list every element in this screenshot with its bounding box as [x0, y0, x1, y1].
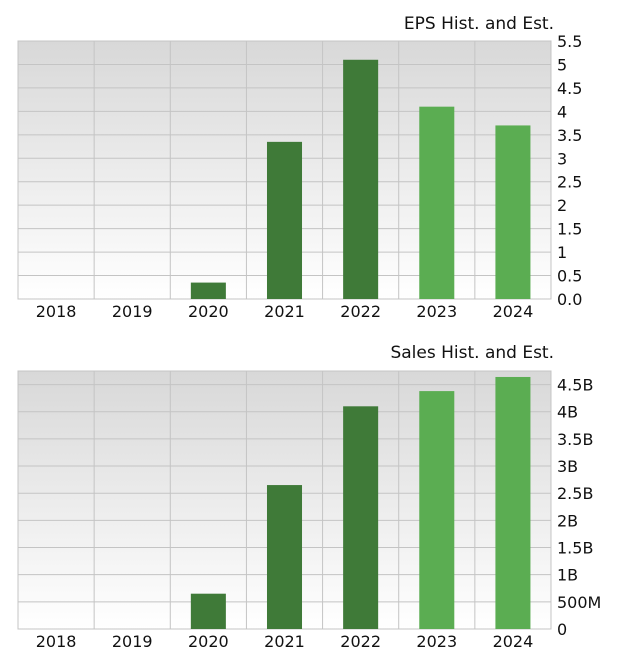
eps-ytick-label: 4 — [557, 102, 567, 121]
eps-ytick-label: 0.5 — [557, 267, 582, 286]
sales-ytick-label: 3.5B — [557, 430, 593, 449]
eps-ytick-label: 1.5 — [557, 220, 582, 239]
sales-ytick-label: 1B — [557, 566, 578, 585]
sales-bar-2021 — [266, 485, 303, 629]
eps-bar-2021 — [266, 141, 303, 299]
sales-bar-2023 — [419, 391, 455, 629]
sales-xtick-label: 2020 — [188, 632, 229, 651]
eps-ytick-label: 4.5 — [557, 79, 582, 98]
sales-xtick-label: 2018 — [36, 632, 77, 651]
eps-chart-title: EPS Hist. and Est. — [403, 14, 554, 34]
eps-xtick-label: 2022 — [340, 302, 381, 321]
eps-ytick-label: 5 — [557, 55, 567, 74]
eps-xtick-label: 2019 — [112, 302, 153, 321]
eps-bar-2022 — [343, 59, 379, 299]
eps-xtick-label: 2021 — [264, 302, 305, 321]
eps-ytick-label: 3 — [557, 149, 567, 168]
sales-ytick-label: 4B — [557, 403, 578, 422]
eps-xtick-label: 2023 — [416, 302, 457, 321]
eps-xtick-label: 2020 — [188, 302, 229, 321]
sales-xtick-label: 2023 — [416, 632, 457, 651]
sales-xtick-label: 2019 — [112, 632, 153, 651]
eps-bar-2024 — [495, 125, 531, 299]
sales-chart-title: Sales Hist. and Est. — [390, 343, 554, 363]
sales-ytick-label: 0 — [557, 620, 567, 639]
sales-ytick-label: 4.5B — [557, 376, 593, 395]
eps-xtick-label: 2024 — [493, 302, 534, 321]
sales-xtick-label: 2021 — [264, 632, 305, 651]
eps-ytick-label: 2 — [557, 196, 567, 215]
eps-ytick-label: 1 — [557, 243, 567, 262]
eps-xtick-label: 2018 — [36, 302, 77, 321]
sales-bar-2024 — [495, 376, 531, 629]
sales-xtick-label: 2022 — [340, 632, 381, 651]
eps-ytick-label: 3.5 — [557, 126, 582, 145]
eps-ytick-label: 2.5 — [557, 173, 582, 192]
sales-xtick-label: 2024 — [493, 632, 534, 651]
eps-bar-2023 — [419, 106, 455, 299]
eps-bar-2020 — [190, 282, 226, 299]
sales-ytick-label: 1.5B — [557, 539, 593, 558]
eps-ytick-label: 5.5 — [557, 32, 582, 51]
sales-ytick-label: 2B — [557, 511, 578, 530]
eps-ytick-label: 0.0 — [557, 290, 582, 309]
sales-ytick-label: 3B — [557, 457, 578, 476]
sales-ytick-label: 2.5B — [557, 484, 593, 503]
sales-bar-2020 — [190, 593, 226, 629]
sales-ytick-label: 500M — [557, 593, 601, 612]
sales-bar-2022 — [343, 406, 379, 629]
